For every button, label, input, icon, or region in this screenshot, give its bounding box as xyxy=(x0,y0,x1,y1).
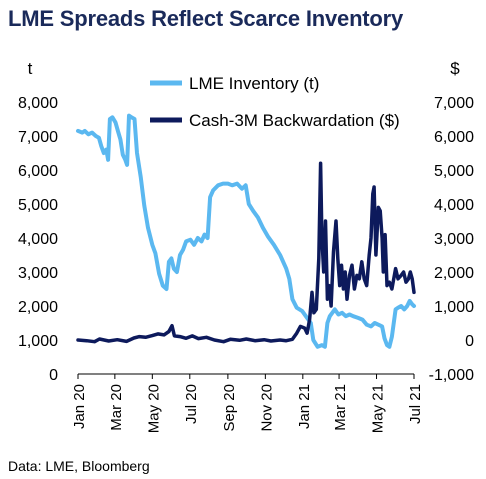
x-axis-tick-label: Nov 20 xyxy=(258,384,275,432)
right-axis-tick-label: 4,000 xyxy=(434,197,474,214)
x-axis-tick-label: Jan 20 xyxy=(71,384,88,429)
right-axis: -1,000 0 1,000 2,000 3,000 4,000 5,000 6,000 7,0… xyxy=(429,95,474,384)
x-axis-tick-label: Jan 21 xyxy=(296,384,313,429)
x-axis: Jan 20 Mar 20 May 20 Jul 20 Sep 20 Nov 20 Jan … xyxy=(71,373,424,433)
backwardation-line xyxy=(76,161,416,344)
legend: LME Inventory (t) Cash-3M Backwardation … xyxy=(150,74,400,130)
left-axis-tick-label: 6,000 xyxy=(18,163,58,180)
right-axis-tick-label: 6,000 xyxy=(434,129,474,146)
left-axis-tick-label: 7,000 xyxy=(18,129,58,146)
left-axis-tick-label: 8,000 xyxy=(18,95,58,112)
legend-label-backwardation: Cash-3M Backwardation ($) xyxy=(189,111,400,130)
x-axis-tick-label: Sep 20 xyxy=(221,384,238,432)
left-axis-tick-label: 0 xyxy=(49,367,58,384)
plot-series xyxy=(76,113,416,349)
source-note: Data: LME, Bloomberg xyxy=(8,458,150,474)
x-axis-tick-label: Mar 21 xyxy=(332,384,349,431)
left-axis-tick-label: 4,000 xyxy=(18,231,58,248)
legend-item-inventory: LME Inventory (t) xyxy=(150,74,319,93)
right-axis-tick-label: 3,000 xyxy=(434,231,474,248)
right-axis-unit: $ xyxy=(450,59,460,78)
x-axis-tick-label: May 21 xyxy=(370,384,387,433)
inventory-line xyxy=(76,113,416,349)
right-axis-tick-label: 1,000 xyxy=(434,299,474,316)
right-axis-tick-label: 7,000 xyxy=(434,95,474,112)
x-axis-tick-label: Jul 21 xyxy=(407,384,424,424)
left-axis-unit: t xyxy=(28,59,33,78)
chart-title: LME Spreads Reflect Scarce Inventory xyxy=(8,6,404,31)
x-axis-tick-label: Mar 20 xyxy=(108,384,125,431)
legend-label-inventory: LME Inventory (t) xyxy=(189,74,319,93)
left-axis-tick-label: 2,000 xyxy=(18,299,58,316)
right-axis-tick-label: 2,000 xyxy=(434,265,474,282)
right-axis-tick-label: 0 xyxy=(465,333,474,350)
right-axis-tick-label: -1,000 xyxy=(429,367,474,384)
left-axis: 0 1,000 2,000 3,000 4,000 5,000 6,000 7,000 8,00… xyxy=(18,95,58,384)
legend-item-backwardation: Cash-3M Backwardation ($) xyxy=(150,111,400,130)
left-axis-tick-label: 1,000 xyxy=(18,333,58,350)
x-axis-tick-label: May 20 xyxy=(145,384,162,433)
right-axis-tick-label: 5,000 xyxy=(434,163,474,180)
left-axis-tick-label: 5,000 xyxy=(18,197,58,214)
left-axis-tick-label: 3,000 xyxy=(18,265,58,282)
x-axis-tick-label: Jul 20 xyxy=(183,384,200,424)
